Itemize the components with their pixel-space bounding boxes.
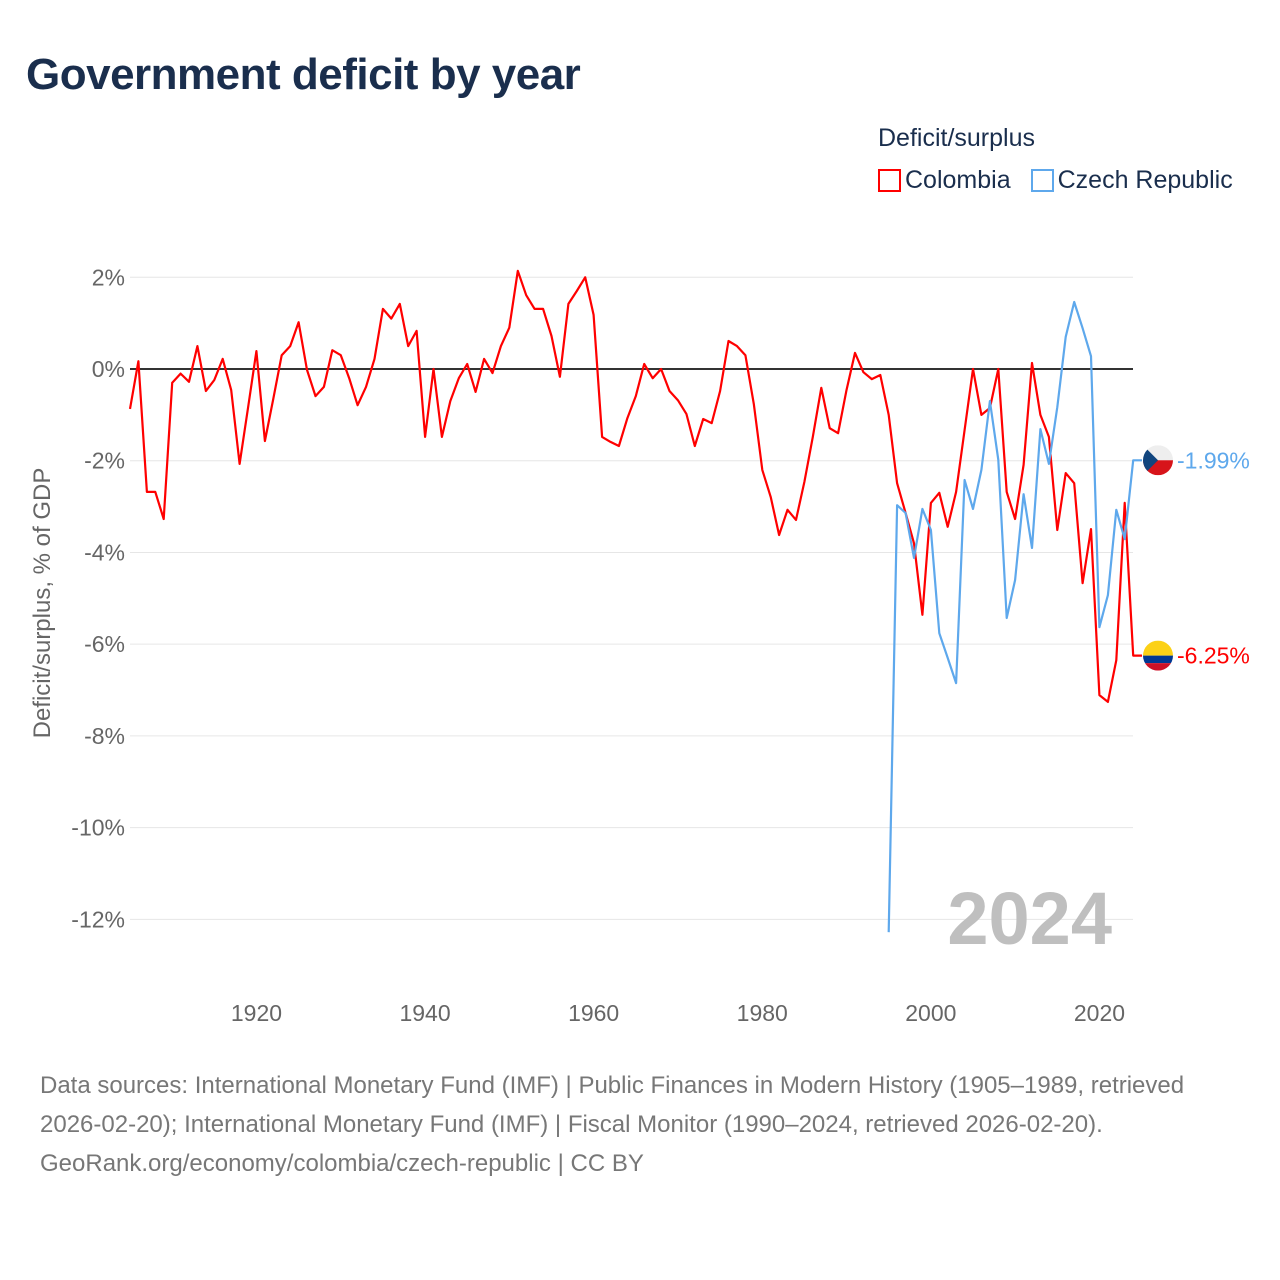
x-tick-label: 1940 [399, 1000, 450, 1026]
data-sources: Data sources: International Monetary Fun… [40, 1072, 1185, 1138]
colombia-end-label: -6.25% [1177, 643, 1250, 669]
legend-item-colombia[interactable]: Colombia [878, 166, 1011, 195]
flag-body [1143, 640, 1173, 671]
x-tick-label: 2020 [1074, 1000, 1125, 1026]
colombia-flag-icon [1143, 640, 1173, 671]
x-tick-label: 1920 [231, 1000, 282, 1026]
chart-title: Government deficit by year [26, 50, 581, 99]
x-tick-label: 1980 [737, 1000, 788, 1026]
y-tick-label: -8% [84, 723, 125, 749]
attribution-link[interactable]: GeoRank.org/economy/colombia/czech-repub… [40, 1150, 644, 1177]
czech-flag-icon [1143, 445, 1173, 476]
czech-line [887, 300, 1142, 933]
y-tick-label: 2% [92, 264, 125, 290]
legend-label-colombia: Colombia [905, 166, 1011, 194]
footer: Data sources: International Monetary Fun… [40, 1066, 1240, 1183]
legend: Colombia Czech Republic [878, 166, 1233, 195]
czech-swatch [1030, 169, 1054, 192]
x-tick-label: 2000 [905, 1000, 956, 1026]
y-tick-label: -6% [84, 631, 125, 657]
y-tick-label: 0% [92, 356, 125, 382]
colombia-swatch [878, 169, 901, 192]
chart-area: 2% 0% -2% -4% -6% -8% -10% -12% 1920 1940 1960 198… [29, 264, 1250, 1026]
legend-title: Deficit/surplus [878, 124, 1035, 152]
y-tick-label: -12% [71, 906, 125, 932]
x-tick-label: 1960 [568, 1000, 619, 1026]
colombia-line [128, 269, 1142, 704]
flag-red [1143, 663, 1173, 671]
legend-label-czech-republic: Czech Republic [1057, 166, 1233, 194]
y-axis-label: Deficit/surplus, % of GDP [29, 468, 56, 739]
y-tick-label: -2% [84, 448, 125, 474]
legend-item-czech-republic[interactable]: Czech Republic [1030, 166, 1233, 195]
czech-end-label: -1.99% [1177, 447, 1250, 473]
y-tick-label: -10% [71, 815, 125, 841]
flag-body [1143, 445, 1173, 476]
y-tick-label: -4% [84, 539, 125, 565]
flag-yellow [1143, 640, 1173, 656]
flag-blue [1143, 655, 1173, 664]
year-watermark: 2024 [947, 877, 1112, 960]
flag-triangle [1143, 445, 1158, 476]
